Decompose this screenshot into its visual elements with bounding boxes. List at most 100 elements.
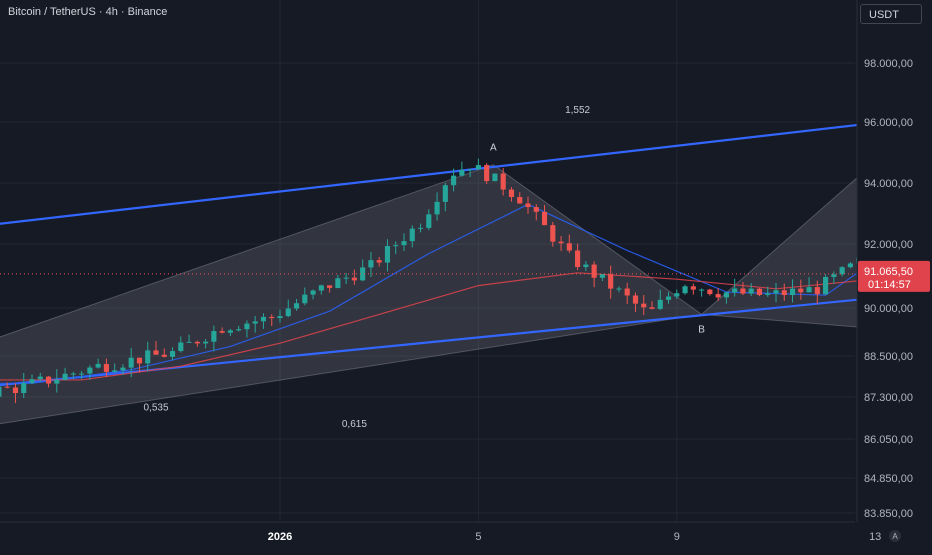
candle-body: [244, 323, 250, 330]
candle-body: [467, 169, 473, 171]
candle-body: [541, 211, 548, 226]
candle-body: [293, 303, 300, 309]
candle-body: [103, 363, 109, 372]
candle-body: [566, 243, 572, 251]
candle-body: [674, 293, 680, 297]
candle-body: [781, 290, 787, 296]
currency-button[interactable]: USDT: [860, 4, 922, 24]
candle-body: [285, 308, 291, 317]
candle-body: [70, 373, 76, 375]
candle-body: [87, 367, 93, 374]
candle-body: [252, 321, 258, 324]
candle-body: [417, 227, 424, 229]
candle-body: [79, 373, 85, 375]
candle-body: [492, 173, 498, 182]
channel-upper-line: [0, 115, 932, 225]
symbol-title: Bitcoin / TetherUS · 4h · Binance: [8, 6, 168, 18]
candle-body: [327, 285, 333, 288]
candle-body: [343, 277, 349, 279]
candle-body: [45, 376, 52, 384]
candle-body: [624, 288, 630, 296]
y-tick-label: 84.850,00: [864, 473, 913, 485]
y-tick-label: 86.050,00: [864, 434, 913, 446]
y-tick-label: 96.000,00: [864, 117, 913, 129]
candle-body: [451, 175, 457, 186]
candle-body: [814, 287, 820, 295]
candle-body: [136, 357, 143, 364]
candle-body: [616, 288, 622, 290]
candle-body: [475, 165, 481, 170]
x-tick-label: 9: [674, 531, 680, 543]
candle-body: [169, 351, 176, 357]
candle-body: [368, 260, 374, 268]
candle-body: [649, 307, 655, 309]
moving-average-1: [0, 203, 932, 384]
candle-body: [0, 386, 2, 397]
candle-body: [194, 341, 200, 344]
candle-body: [699, 289, 705, 291]
candle-body: [723, 292, 729, 298]
candle-body: [260, 316, 267, 322]
candle-body: [707, 289, 713, 295]
x-tick-label: 13: [869, 531, 881, 543]
candle-body: [203, 341, 209, 344]
candle-body: [583, 264, 589, 268]
candle-body: [839, 267, 845, 275]
candle-body: [591, 264, 597, 278]
y-tick-label: 88.500,00: [864, 351, 913, 363]
candle-body: [351, 277, 357, 281]
candle-body: [847, 263, 853, 268]
candle-body: [517, 197, 523, 204]
candle-body: [690, 286, 696, 290]
candle-body: [120, 367, 126, 371]
candle-body: [575, 250, 581, 268]
time-axis-background: [0, 522, 857, 550]
candle-body: [95, 363, 101, 368]
candle-body: [219, 331, 225, 333]
pattern-leg: [701, 313, 932, 334]
candle-body: [558, 241, 564, 244]
candle-body: [318, 285, 324, 291]
candle-body: [153, 350, 159, 355]
candle-body: [657, 299, 663, 309]
candle-body: [62, 373, 68, 380]
pattern-ratio-label: 0,535: [143, 402, 168, 413]
candle-body: [665, 296, 672, 300]
candle-body: [732, 288, 738, 293]
candle-body: [641, 303, 647, 308]
candle-body: [525, 203, 531, 208]
current-price-label: 91.065,50: [864, 266, 913, 278]
candle-body: [12, 387, 19, 394]
candle-body: [608, 274, 614, 289]
candle-body: [335, 278, 341, 288]
candle-body: [550, 225, 556, 242]
candle-body: [409, 228, 415, 242]
x-tick-label: 2026: [268, 531, 292, 543]
candle-body: [236, 329, 242, 331]
auto-scale-icon: A: [892, 532, 898, 541]
candle-body: [310, 290, 316, 295]
candle-body: [302, 294, 308, 304]
candle-body: [37, 376, 43, 380]
y-tick-label: 98.000,00: [864, 58, 913, 70]
candle-body: [4, 386, 10, 388]
candle-body: [831, 274, 837, 277]
candle-body: [186, 341, 192, 343]
candle-body: [211, 331, 217, 342]
x-tick-label: 5: [475, 531, 481, 543]
candle-body: [533, 207, 539, 212]
countdown-label: 01:14:57: [868, 279, 911, 291]
pattern-leg: [0, 164, 494, 338]
candle-body: [632, 295, 639, 304]
y-tick-label: 92.000,00: [864, 239, 913, 251]
candle-body: [484, 165, 490, 182]
candle-body: [806, 287, 812, 293]
current-price-badge: [858, 260, 930, 292]
candle-body: [393, 245, 399, 247]
candle-body: [376, 260, 382, 263]
candle-body: [823, 276, 829, 295]
candle-body: [500, 173, 506, 190]
